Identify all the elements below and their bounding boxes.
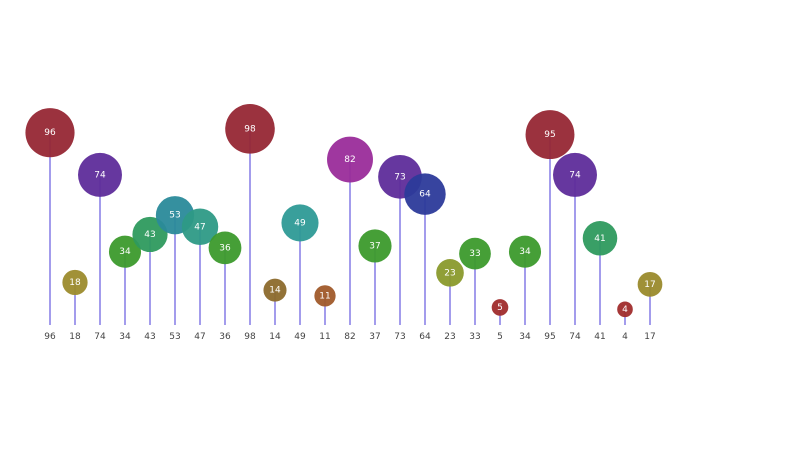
bubble-value-label: 73	[394, 172, 405, 182]
x-tick-label: 53	[169, 332, 180, 342]
lollipop-bubble	[525, 110, 575, 160]
bubble-value-label: 34	[119, 247, 131, 257]
x-tick-label: 36	[219, 332, 231, 342]
bubbles-layer: 96 18 74 34 43 53 47 36 98 14 49 11 82 37 73 64 23 33 5 34 9…	[25, 104, 663, 318]
bubble-value-label: 34	[519, 247, 531, 257]
lollipop-bubble	[491, 299, 509, 316]
x-tick-label: 37	[369, 332, 380, 342]
bubble-value-label: 14	[269, 286, 281, 296]
lollipop-bubble	[208, 231, 242, 265]
x-tick-label: 47	[194, 332, 205, 342]
x-tick-label: 23	[444, 332, 455, 342]
bubble-value-label: 23	[444, 268, 455, 278]
bubble-value-label: 41	[594, 234, 605, 244]
bubble-value-label: 33	[469, 249, 480, 259]
bubble-value-label: 74	[94, 170, 106, 180]
bubble-value-label: 36	[219, 243, 231, 253]
bubble-value-label: 5	[497, 303, 503, 313]
x-tick-label: 98	[244, 332, 256, 342]
bubble-value-label: 47	[194, 222, 205, 232]
bubble-value-label: 11	[319, 291, 330, 301]
lollipop-bubble	[78, 152, 122, 197]
x-tick-label: 43	[144, 332, 155, 342]
bubble-value-label: 49	[294, 218, 306, 228]
bubble-value-label: 17	[644, 280, 655, 290]
bubble-value-label: 37	[369, 241, 380, 251]
x-tick-label: 33	[469, 332, 480, 342]
x-tick-label: 74	[94, 332, 106, 342]
x-tick-label: 82	[344, 332, 355, 342]
bubble-value-label: 82	[344, 155, 355, 165]
lollipop-bubble	[263, 278, 287, 302]
lollipop-bubble	[108, 235, 142, 268]
x-tick-label: 41	[594, 332, 605, 342]
lollipop-bubble	[314, 285, 336, 307]
lollipop-bubble	[132, 216, 168, 253]
x-tick-label: 18	[69, 332, 81, 342]
x-tick-label: 95	[544, 332, 555, 342]
tick-labels-layer: 96 18 74 34 43 53 47 36 98 14 49 11 82 37 73 64 23 33 5 34 9…	[44, 332, 655, 342]
x-tick-label: 74	[569, 332, 581, 342]
lollipop-bubble	[436, 259, 464, 287]
x-tick-label: 14	[269, 332, 281, 342]
x-tick-label: 49	[294, 332, 306, 342]
bubble-value-label: 18	[69, 278, 81, 288]
lollipop-bubble	[508, 235, 542, 268]
lollipop-bubble	[62, 269, 88, 296]
x-tick-label: 34	[119, 332, 131, 342]
bubble-value-label: 96	[44, 128, 56, 138]
bubble-value-label: 98	[244, 124, 256, 134]
x-tick-label: 73	[394, 332, 405, 342]
lollipop-bubble	[225, 104, 275, 154]
lollipop-bubble	[459, 237, 491, 270]
x-tick-label: 5	[497, 332, 503, 342]
x-tick-label: 96	[44, 332, 56, 342]
bubble-value-label: 43	[144, 230, 155, 240]
x-tick-label: 17	[644, 332, 655, 342]
lollipop-bubble	[637, 271, 663, 297]
lollipop-bubble	[358, 229, 392, 263]
lollipop-bubble	[553, 152, 597, 197]
lollipop-bubble	[327, 136, 373, 183]
bubble-value-label: 64	[419, 190, 431, 200]
x-tick-label: 34	[519, 332, 531, 342]
lollipop-bubble	[181, 208, 219, 245]
bubble-value-label: 53	[169, 211, 180, 221]
lollipop-bubble	[281, 204, 319, 242]
x-tick-label: 11	[319, 332, 330, 342]
x-tick-label: 4	[622, 332, 628, 342]
lollipop-bubble	[617, 301, 633, 318]
bubble-value-label: 4	[622, 305, 628, 315]
bubble-value-label: 74	[569, 170, 581, 180]
x-tick-label: 64	[419, 332, 431, 342]
lollipop-bubble	[404, 173, 446, 215]
bubble-value-label: 95	[544, 130, 555, 140]
lollipop-bubble	[582, 221, 618, 256]
lollipop-bubble	[25, 108, 75, 158]
